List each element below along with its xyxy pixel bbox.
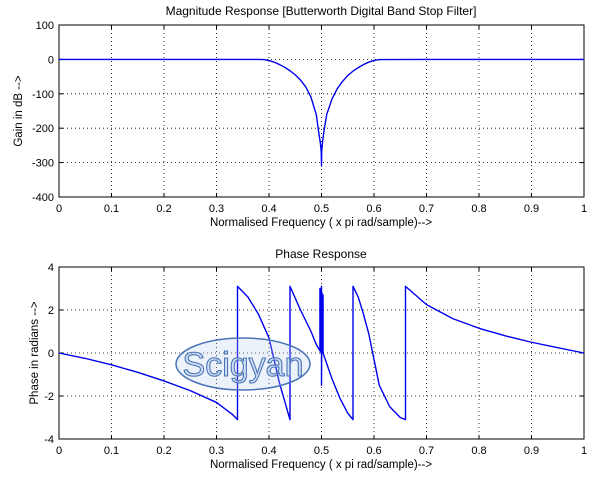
phase-y-ticks: 4 2 0 -2 -4 bbox=[44, 262, 54, 446]
phase-y-tick: -4 bbox=[44, 434, 54, 446]
phase-x-tick: 0.7 bbox=[419, 445, 434, 457]
magnitude-x-tick: 0.2 bbox=[156, 203, 171, 215]
magnitude-x-tick: 0.1 bbox=[104, 203, 119, 215]
phase-x-tick: 0.8 bbox=[471, 445, 486, 457]
magnitude-y-tick: -300 bbox=[32, 158, 54, 170]
magnitude-x-tick: 1 bbox=[581, 203, 587, 215]
magnitude-x-tick: 0.9 bbox=[524, 203, 539, 215]
magnitude-x-tick: 0.5 bbox=[314, 203, 329, 215]
magnitude-x-tick: 0.3 bbox=[209, 203, 224, 215]
watermark-logo: Scigyan bbox=[175, 337, 311, 391]
magnitude-x-tick: 0.6 bbox=[366, 203, 381, 215]
phase-x-tick: 0.9 bbox=[524, 445, 539, 457]
magnitude-grid bbox=[58, 24, 585, 198]
magnitude-x-tick: 0.7 bbox=[419, 203, 434, 215]
phase-x-tick: 0.4 bbox=[261, 445, 276, 457]
phase-x-tick: 0.5 bbox=[314, 445, 329, 457]
watermark-ellipse bbox=[175, 337, 311, 391]
phase-x-tick: 0.3 bbox=[209, 445, 224, 457]
phase-plot: Phase Response 0 0.1 0.2 0.3 0.4 0.5 0.6… bbox=[29, 247, 587, 471]
phase-y-tick: -2 bbox=[44, 391, 54, 403]
magnitude-plot: Magnitude Response [Butterworth Digital … bbox=[13, 4, 587, 229]
phase-y-tick: 2 bbox=[48, 305, 54, 317]
phase-y-tick: 0 bbox=[48, 348, 54, 360]
phase-x-tick: 0.6 bbox=[366, 445, 381, 457]
phase-x-axis-label: Normalised Frequency ( x pi rad/sample)-… bbox=[210, 459, 432, 471]
phase-x-tick: 0 bbox=[56, 445, 62, 457]
magnitude-y-tick: -400 bbox=[32, 192, 54, 204]
phase-series-line bbox=[58, 285, 585, 421]
phase-x-ticks: 0 0.1 0.2 0.3 0.4 0.5 0.6 0.7 0.8 0.9 1 bbox=[56, 445, 587, 457]
phase-y-axis-label: Phase in radians --> bbox=[29, 301, 41, 405]
magnitude-y-tick: -200 bbox=[32, 123, 54, 135]
magnitude-x-tick: 0 bbox=[56, 203, 62, 215]
magnitude-y-ticks: 100 0 -100 -200 -300 -400 bbox=[32, 20, 54, 204]
magnitude-x-tick: 0.8 bbox=[471, 203, 486, 215]
magnitude-y-axis-label: Gain in dB --> bbox=[13, 75, 25, 147]
watermark-text: Scigyan bbox=[183, 346, 304, 384]
phase-x-tick: 0.1 bbox=[104, 445, 119, 457]
magnitude-y-tick: -100 bbox=[32, 89, 54, 101]
magnitude-y-tick: 0 bbox=[48, 54, 54, 66]
magnitude-series-line bbox=[59, 58, 584, 167]
magnitude-x-axis-label: Normalised Frequency ( x pi rad/sample)-… bbox=[210, 217, 432, 229]
magnitude-x-tick: 0.4 bbox=[261, 203, 276, 215]
magnitude-y-tick: 100 bbox=[36, 20, 54, 32]
magnitude-title: Magnitude Response [Butterworth Digital … bbox=[166, 4, 477, 18]
phase-y-tick: 4 bbox=[48, 262, 54, 274]
magnitude-x-ticks: 0 0.1 0.2 0.3 0.4 0.5 0.6 0.7 0.8 0.9 1 bbox=[56, 203, 587, 215]
phase-title: Phase Response bbox=[275, 247, 367, 261]
phase-x-tick: 1 bbox=[581, 445, 587, 457]
magnitude-axes-frame bbox=[58, 24, 585, 198]
phase-x-tick: 0.2 bbox=[156, 445, 171, 457]
